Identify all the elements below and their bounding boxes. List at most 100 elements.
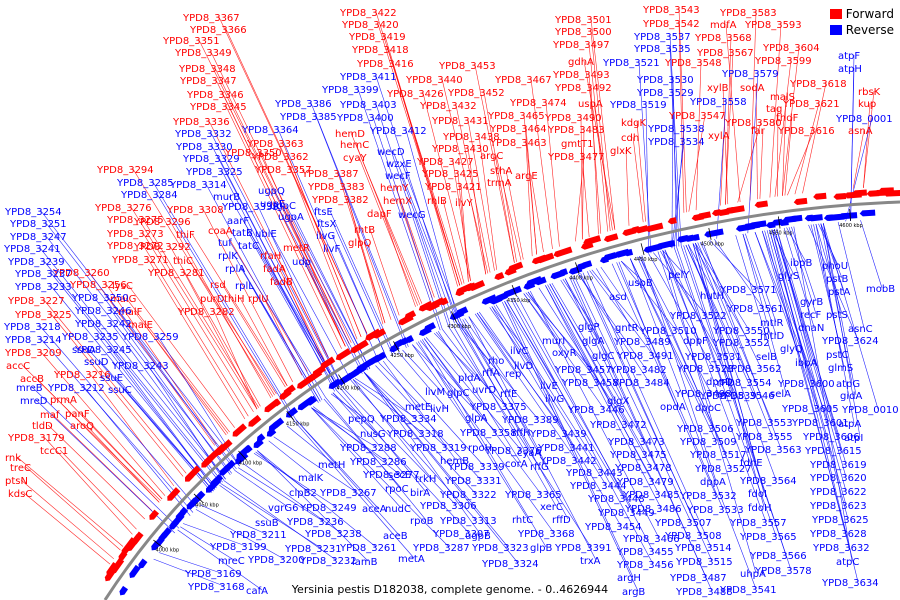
reverse-pointer — [587, 271, 712, 548]
reverse-gene-label: mtlR — [760, 318, 783, 329]
reverse-gene-label: glgA — [582, 336, 604, 347]
forward-pointer — [43, 436, 133, 535]
reverse-gene-label: murI — [542, 336, 565, 347]
reverse-gene-label: YPD8_3385 — [279, 112, 337, 123]
ruler-tick-label: 4000 kbp — [156, 547, 180, 553]
reverse-pointer — [182, 523, 247, 547]
reverse-gene-label: dppC — [695, 403, 721, 414]
reverse-pointer — [363, 372, 509, 548]
reverse-gene-label: gyrB — [800, 297, 823, 308]
forward-feature — [468, 280, 486, 291]
forward-gene-label: thdF — [776, 113, 799, 124]
ruler-tick-label: 4300 kbp — [447, 324, 471, 330]
forward-pointer — [221, 283, 286, 388]
reverse-gene-label: YPD8_3538 — [647, 124, 705, 135]
reverse-feature — [219, 459, 236, 476]
reverse-gene-label: YPD8_3391 — [554, 543, 612, 554]
reverse-feature — [534, 276, 547, 286]
reverse-gene-label: hemB — [440, 456, 469, 467]
reverse-gene-label: uhpA — [740, 569, 766, 580]
reverse-gene-label: YPD8_3579 — [721, 69, 779, 80]
reverse-gene-label: YPD8_3169 — [184, 569, 242, 580]
forward-pointer — [720, 134, 725, 206]
forward-pointer — [863, 102, 871, 188]
reverse-pointer — [287, 425, 335, 465]
reverse-gene-label: fdoH — [748, 503, 772, 514]
reverse-gene-label: YPD8_3214 — [4, 335, 62, 346]
reverse-feature — [691, 233, 700, 241]
forward-pointer — [590, 86, 599, 235]
reverse-pointer — [474, 313, 577, 461]
forward-pointer — [737, 121, 762, 203]
forward-pointer — [223, 229, 308, 372]
reverse-pointer — [688, 244, 777, 481]
reverse-gene-label: YPD8_3247 — [9, 232, 67, 243]
forward-feature — [185, 465, 201, 481]
reverse-pointer — [695, 242, 750, 331]
forward-gene-label: YPD8_3345 — [189, 102, 247, 113]
reverse-gene-label: YPD8_3323 — [471, 543, 529, 554]
reverse-gene-label: YPD8_3489 — [613, 337, 671, 348]
reverse-pointer — [716, 100, 727, 239]
reverse-pointer — [462, 319, 547, 467]
reverse-pointer — [630, 258, 757, 590]
forward-pointer — [59, 449, 137, 530]
reverse-feature — [580, 260, 593, 269]
forward-gene-label: YPD8_3497 — [552, 40, 610, 51]
forward-gene-label: YPD8_3296 — [133, 217, 191, 228]
legend-forward-label: Forward — [845, 7, 894, 21]
reverse-pointer — [50, 272, 222, 484]
reverse-pointer — [837, 221, 865, 329]
reverse-feature — [244, 444, 253, 453]
map-caption: Yersinia pestis D182038, complete genome… — [291, 583, 609, 596]
forward-gene-label: panF — [65, 409, 90, 420]
forward-pointer — [460, 185, 469, 282]
forward-pointer — [593, 102, 613, 231]
reverse-gene-label: rho — [488, 356, 504, 367]
forward-gene-label: rbsK — [858, 87, 881, 98]
reverse-pointer — [823, 223, 879, 410]
reverse-pointer — [423, 338, 542, 495]
forward-feature — [404, 310, 417, 320]
forward-gene-label: sthA — [490, 166, 512, 177]
forward-pointer — [502, 181, 517, 263]
reverse-pointer — [616, 262, 724, 510]
reverse-pointer — [517, 295, 654, 552]
forward-feature — [645, 222, 664, 233]
reverse-gene-label: tuf — [218, 238, 232, 249]
forward-gene-label: purD — [200, 294, 225, 305]
reverse-feature — [256, 433, 266, 442]
reverse-pointer — [476, 312, 518, 374]
forward-gene-label: YPD8_3227 — [7, 296, 65, 307]
forward-gene-label: YPD8_3308 — [166, 205, 224, 216]
forward-gene-label: YPD8_3604 — [762, 43, 820, 54]
reverse-pointer — [564, 278, 624, 401]
reverse-pointer — [219, 484, 272, 523]
reverse-pointer — [791, 226, 817, 302]
reverse-gene-label: YPD8_3566 — [749, 551, 807, 562]
reverse-gene-label: fdoI — [748, 489, 767, 500]
reverse-pointer — [630, 258, 717, 442]
reverse-gene-label: YPD8_3325 — [185, 167, 243, 178]
reverse-pointer — [452, 324, 557, 507]
ruler-tick — [778, 216, 781, 229]
reverse-pointer — [776, 228, 847, 465]
reverse-pointer — [502, 301, 639, 592]
reverse-gene-label: YPD8_3403 — [339, 100, 397, 111]
forward-pointer — [852, 129, 865, 189]
reverse-pointer — [636, 256, 727, 455]
forward-pointer — [363, 241, 392, 320]
reverse-pointer — [573, 275, 692, 523]
forward-gene-label: YPD8_3382 — [311, 195, 369, 206]
reverse-feature — [749, 220, 767, 229]
reverse-gene-label: pstC — [826, 350, 848, 361]
forward-feature — [883, 189, 900, 197]
reverse-pointer — [412, 344, 497, 433]
reverse-gene-label: YPD8_3509 — [679, 437, 737, 448]
forward-gene-label: YPD8_3483 — [547, 125, 605, 136]
reverse-gene-label: cafA — [246, 586, 268, 597]
reverse-gene-label: xerC — [540, 502, 563, 513]
reverse-gene-label: gntR — [615, 323, 639, 334]
forward-gene-label: gdhA — [568, 57, 594, 68]
forward-gene-label: kdgK — [621, 118, 646, 129]
